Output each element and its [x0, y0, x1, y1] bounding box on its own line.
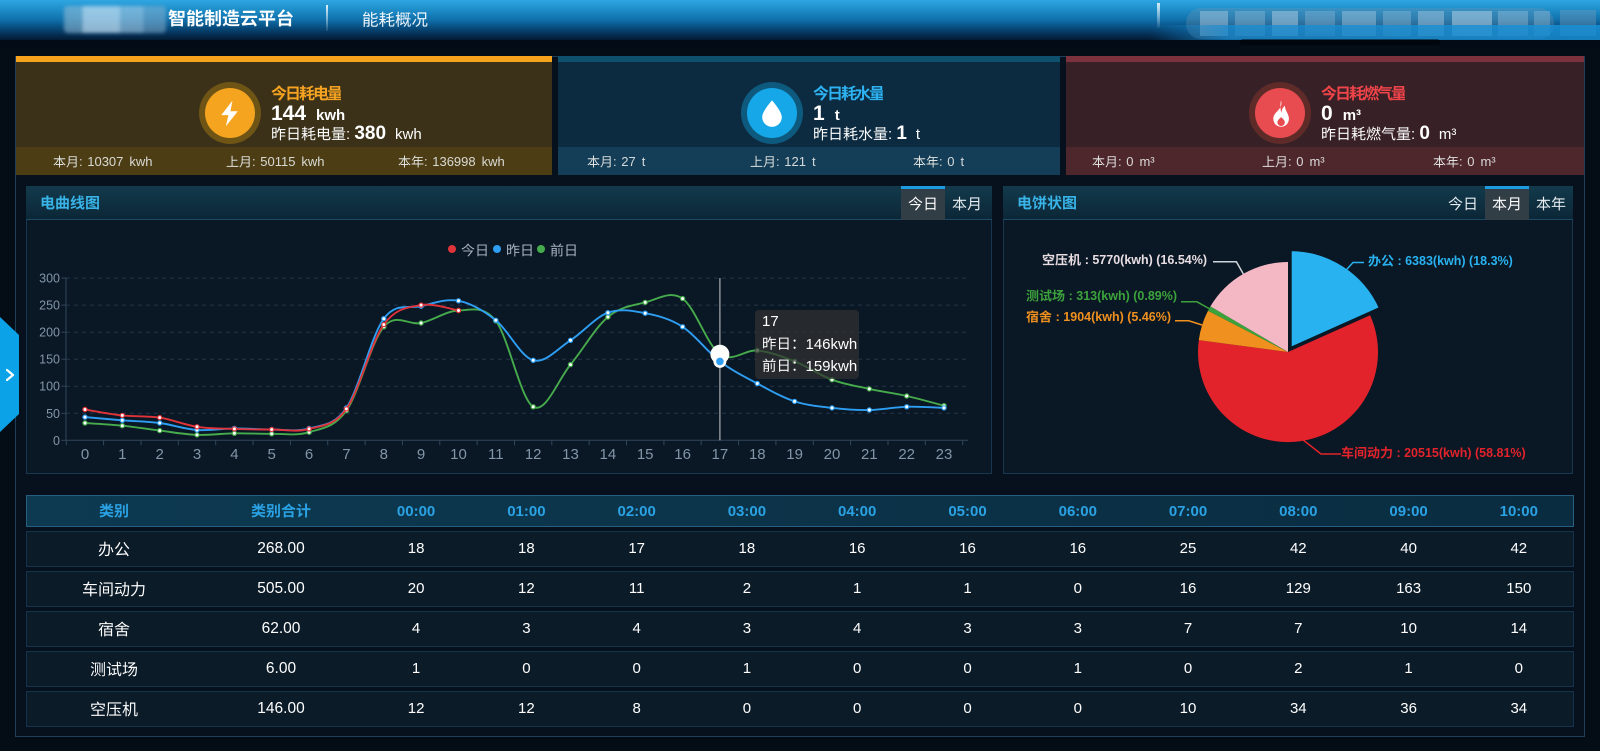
svg-text:2: 2 [156, 446, 164, 463]
svg-text:14: 14 [600, 446, 617, 463]
svg-text:4: 4 [230, 446, 238, 463]
svg-text:7: 7 [342, 446, 350, 463]
svg-text:15: 15 [637, 446, 654, 463]
svg-text:18: 18 [749, 446, 766, 463]
svg-text:8: 8 [380, 446, 388, 463]
svg-text:21: 21 [861, 446, 878, 463]
svg-text:50: 50 [46, 407, 60, 421]
svg-text:17: 17 [712, 446, 729, 463]
svg-text:11: 11 [488, 446, 504, 463]
svg-text:19: 19 [786, 446, 803, 463]
svg-text:300: 300 [39, 272, 60, 286]
svg-text:10: 10 [450, 446, 467, 463]
svg-text:150: 150 [39, 353, 60, 367]
svg-text:3: 3 [193, 446, 201, 463]
svg-text:100: 100 [39, 380, 60, 394]
svg-text:0: 0 [81, 446, 89, 463]
svg-text:250: 250 [39, 299, 60, 313]
svg-text:12: 12 [525, 446, 542, 463]
svg-text:1: 1 [118, 446, 126, 463]
svg-text:6: 6 [305, 446, 313, 463]
svg-text:5: 5 [268, 446, 276, 463]
svg-text:9: 9 [417, 446, 425, 463]
svg-text:22: 22 [898, 446, 915, 463]
svg-text:0: 0 [53, 434, 60, 448]
svg-text:13: 13 [562, 446, 579, 463]
svg-text:200: 200 [39, 326, 60, 340]
svg-text:20: 20 [824, 446, 841, 463]
svg-text:16: 16 [674, 446, 691, 463]
svg-text:23: 23 [936, 446, 953, 463]
